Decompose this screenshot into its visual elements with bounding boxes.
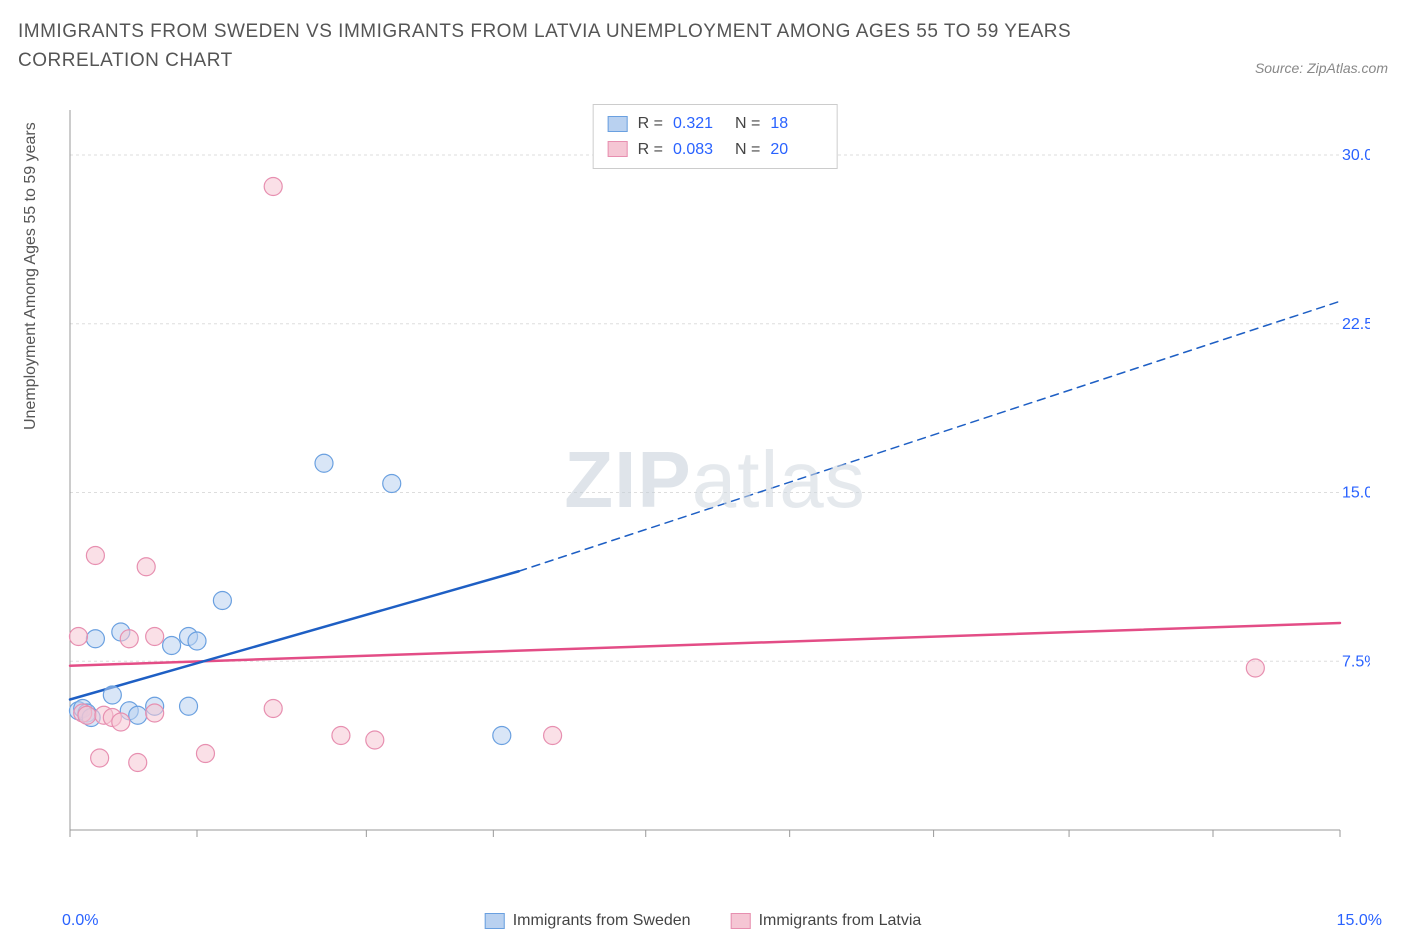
legend-swatch-sweden <box>485 913 505 929</box>
x-axis-end-label: 15.0% <box>1337 912 1382 930</box>
source-attribution: Source: ZipAtlas.com <box>1255 60 1388 76</box>
legend-r-value-latvia: 0.083 <box>673 137 725 163</box>
chart-title: IMMIGRANTS FROM SWEDEN VS IMMIGRANTS FRO… <box>18 18 1118 75</box>
legend-r-label: R = <box>638 111 663 137</box>
legend-label-latvia: Immigrants from Latvia <box>759 912 922 930</box>
legend-label-sweden: Immigrants from Sweden <box>513 912 691 930</box>
legend-row-sweden: R = 0.321 N = 18 <box>608 111 823 137</box>
y-axis-label: Unemployment Among Ages 55 to 59 years <box>22 122 40 430</box>
svg-text:15.0%: 15.0% <box>1342 485 1370 502</box>
series-legend: Immigrants from Sweden Immigrants from L… <box>485 912 922 930</box>
legend-item-sweden: Immigrants from Sweden <box>485 912 691 930</box>
correlation-legend: R = 0.321 N = 18 R = 0.083 N = 20 <box>593 104 838 169</box>
scatter-plot: 7.5% 15.0% 22.5% 30.0% <box>60 100 1370 860</box>
chart-area: 7.5%15.0%22.5%30.0% ZIPatlas R = 0.321 N… <box>60 100 1370 860</box>
legend-n-label: N = <box>735 137 760 163</box>
svg-text:7.5%: 7.5% <box>1342 653 1370 670</box>
legend-swatch-sweden <box>608 116 628 132</box>
legend-n-value-latvia: 20 <box>770 137 822 163</box>
legend-row-latvia: R = 0.083 N = 20 <box>608 137 823 163</box>
legend-item-latvia: Immigrants from Latvia <box>731 912 922 930</box>
svg-text:30.0%: 30.0% <box>1342 147 1370 164</box>
svg-text:22.5%: 22.5% <box>1342 316 1370 333</box>
legend-swatch-latvia <box>731 913 751 929</box>
legend-r-value-sweden: 0.321 <box>673 111 725 137</box>
legend-r-label: R = <box>638 137 663 163</box>
legend-n-label: N = <box>735 111 760 137</box>
legend-swatch-latvia <box>608 141 628 157</box>
legend-n-value-sweden: 18 <box>770 111 822 137</box>
x-axis-origin-label: 0.0% <box>62 912 98 930</box>
